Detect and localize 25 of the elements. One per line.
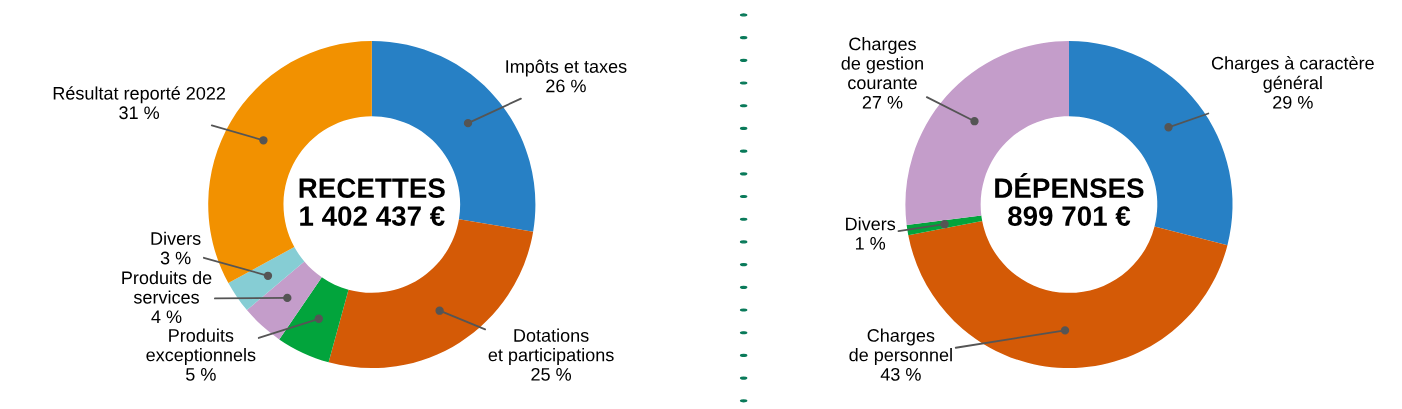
slice-label: Produits exceptionnels [146, 328, 256, 365]
slice-label: Dotations et participations [488, 328, 614, 365]
data-label: 3 % [160, 251, 191, 265]
slice-label: Résultat reporté 2022 [53, 86, 226, 104]
slice-label: Charges à caractère général [1211, 56, 1374, 93]
data-label: 26 % [546, 79, 586, 93]
slice-label: Divers [846, 217, 896, 231]
data-label: 4 % [151, 310, 182, 324]
data-label: 5 % [186, 368, 216, 381]
data-label: 27 % [862, 95, 903, 109]
slice-label: Divers [151, 231, 201, 245]
slice-label: Produits de services [122, 270, 212, 304]
data-label: 29 % [1273, 95, 1313, 109]
donut-slice [228, 246, 305, 311]
slice-label: Charges de gestion courante [841, 37, 923, 90]
donut-slice [246, 261, 322, 340]
data-label: 31 % [119, 106, 160, 120]
donut-slice [279, 277, 349, 363]
slice-label: Charges de personnel [849, 328, 952, 365]
data-label: 43 % [880, 367, 921, 381]
data-label: 1 % [855, 237, 886, 250]
data-label: 25 % [531, 367, 572, 381]
text: DÉPENSES 899 701 € [995, 173, 1144, 226]
text: RECETTES 1 402 437 € [299, 178, 445, 226]
slice-label: Impôts et taxes [506, 59, 627, 77]
